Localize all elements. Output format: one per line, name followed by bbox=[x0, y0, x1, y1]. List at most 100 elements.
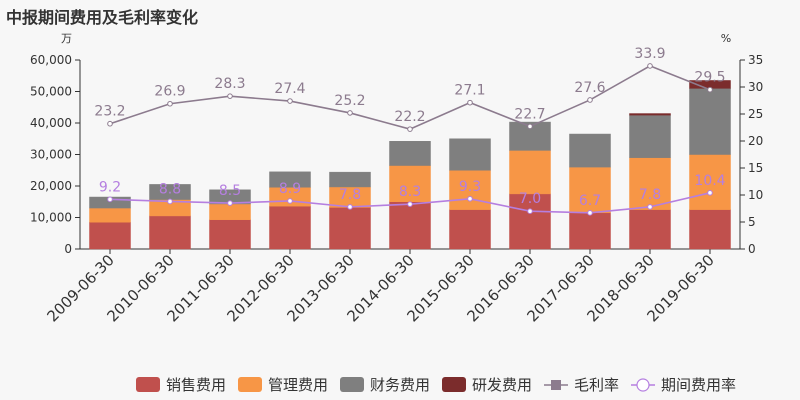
line-point bbox=[227, 93, 233, 99]
line-point bbox=[167, 198, 173, 205]
legend-swatch bbox=[340, 377, 364, 392]
legend-label: 毛利率 bbox=[574, 376, 619, 394]
legend-swatch bbox=[442, 377, 466, 392]
bar-segment bbox=[449, 138, 491, 171]
bar-segment bbox=[389, 141, 431, 166]
line-point bbox=[347, 204, 353, 210]
line-point bbox=[707, 190, 713, 196]
data-label: 8.5 bbox=[219, 183, 241, 199]
right-tick-label: 10 bbox=[748, 188, 763, 202]
right-tick-label: 30 bbox=[748, 80, 763, 94]
line-point bbox=[587, 97, 593, 103]
left-tick-label: 50,000 bbox=[30, 85, 72, 99]
right-tick-label: 25 bbox=[748, 107, 763, 121]
data-label: 27.6 bbox=[574, 80, 605, 96]
line-point bbox=[527, 123, 533, 130]
bar-segment bbox=[449, 170, 491, 210]
bar-segment bbox=[629, 113, 671, 116]
line-point bbox=[587, 210, 593, 216]
legend-swatch bbox=[238, 377, 262, 392]
chart-title: 中报期间费用及毛利率变化 bbox=[6, 8, 199, 27]
data-label: 7.8 bbox=[339, 187, 361, 203]
line-point bbox=[647, 204, 653, 210]
left-tick-label: 60,000 bbox=[30, 53, 72, 67]
data-label: 33.9 bbox=[634, 46, 665, 62]
data-label: 6.7 bbox=[579, 193, 601, 209]
legend-marker bbox=[551, 380, 561, 390]
legend-label: 销售费用 bbox=[166, 376, 226, 394]
right-tick-label: 15 bbox=[748, 161, 763, 175]
bar-segment bbox=[209, 203, 251, 220]
line-point bbox=[227, 200, 233, 206]
data-label: 8.8 bbox=[159, 181, 181, 197]
data-label: 7.8 bbox=[639, 187, 661, 203]
data-label: 27.4 bbox=[274, 81, 305, 97]
line-point bbox=[107, 196, 113, 203]
bar-segment bbox=[89, 207, 131, 223]
bar-segment bbox=[629, 114, 671, 158]
bar-segment bbox=[689, 209, 731, 250]
line-point bbox=[467, 195, 473, 202]
bar-segment bbox=[689, 88, 731, 155]
data-label: 7.0 bbox=[519, 191, 541, 207]
bar-segment bbox=[389, 201, 431, 250]
right-tick-label: 20 bbox=[748, 134, 763, 148]
data-label: 10.4 bbox=[694, 173, 725, 189]
legend-swatch bbox=[136, 377, 160, 392]
data-label: 26.9 bbox=[154, 84, 185, 100]
bar-segment bbox=[629, 209, 671, 250]
bar-segment bbox=[329, 207, 371, 250]
line-point bbox=[287, 98, 293, 104]
line-point bbox=[707, 86, 713, 93]
line-point bbox=[407, 126, 413, 132]
bar-segment bbox=[209, 219, 251, 250]
left-tick-label: 30,000 bbox=[30, 148, 72, 162]
right-tick-label: 0 bbox=[748, 242, 756, 256]
legend-label: 期间费用率 bbox=[661, 376, 736, 394]
bar-segment bbox=[509, 193, 551, 250]
line-point bbox=[107, 120, 113, 127]
data-label: 8.3 bbox=[399, 184, 421, 200]
left-axis-unit: 万 bbox=[61, 32, 72, 45]
bar-segment bbox=[689, 154, 731, 210]
right-tick-label: 35 bbox=[748, 53, 763, 67]
line-point bbox=[407, 201, 413, 207]
data-label: 8.9 bbox=[279, 181, 301, 197]
legend-label: 财务费用 bbox=[370, 376, 430, 394]
data-label: 29.5 bbox=[694, 70, 725, 86]
line-point bbox=[527, 208, 533, 214]
bar-segment bbox=[149, 215, 191, 250]
bar-segment bbox=[329, 171, 371, 188]
legend-marker bbox=[636, 378, 650, 392]
bar-segment bbox=[89, 221, 131, 250]
bar-segment bbox=[569, 212, 611, 250]
bar-segment bbox=[269, 205, 311, 250]
legend-label: 管理费用 bbox=[268, 376, 328, 394]
data-label: 9.3 bbox=[459, 179, 481, 195]
bar-segment bbox=[269, 171, 311, 188]
line-point bbox=[467, 99, 473, 106]
left-tick-label: 20,000 bbox=[30, 179, 72, 193]
bar-segment bbox=[449, 209, 491, 250]
line-point bbox=[647, 63, 653, 69]
bar-segment bbox=[629, 157, 671, 210]
data-label: 9.2 bbox=[99, 179, 121, 195]
legend-label: 研发费用 bbox=[472, 376, 532, 394]
data-label: 25.2 bbox=[334, 93, 365, 109]
left-tick-label: 40,000 bbox=[30, 116, 72, 130]
line-point bbox=[167, 100, 173, 107]
line-point bbox=[287, 198, 293, 204]
left-tick-label: 10,000 bbox=[30, 211, 72, 225]
data-label: 27.1 bbox=[454, 83, 485, 99]
bar-segment bbox=[509, 150, 551, 195]
right-axis-unit: % bbox=[721, 32, 731, 45]
data-label: 23.2 bbox=[94, 104, 125, 120]
bar-segment bbox=[569, 133, 611, 168]
line-point bbox=[347, 110, 353, 116]
left-tick-label: 0 bbox=[64, 242, 72, 256]
right-tick-label: 5 bbox=[748, 215, 756, 229]
data-label: 22.2 bbox=[394, 109, 425, 125]
data-label: 28.3 bbox=[214, 76, 245, 92]
